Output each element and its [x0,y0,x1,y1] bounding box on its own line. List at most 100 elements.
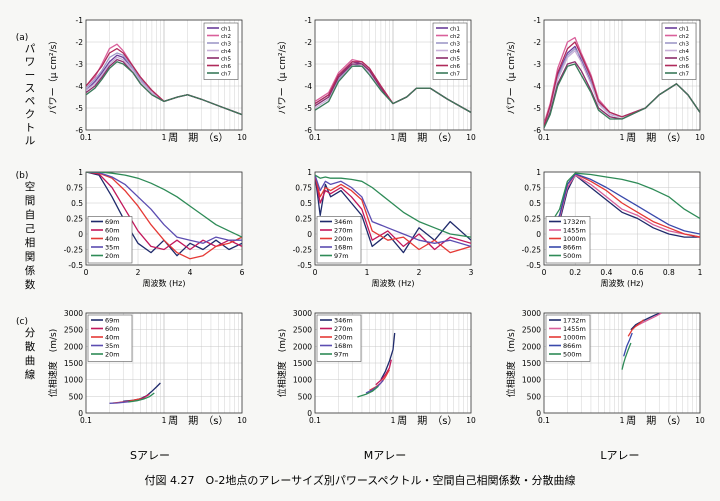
y-tick-label: 2000 [64,342,83,351]
y-tick-label: -6 [305,126,313,135]
plot-frame [85,19,243,131]
legend-label-20m: 20m [105,252,120,260]
legend-label-168m: 168m [334,244,353,252]
row-label-char: ー [25,69,36,81]
series-line-1732m [630,313,662,331]
x-tick-label: 0.4 [600,268,612,277]
y-tick-label: -0.5 [526,261,541,270]
x-tick-label: 10 [237,133,247,142]
legend-label-97m: 97m [334,351,349,359]
series-line-270m [315,174,471,251]
series-line-168m [365,379,384,394]
row-label-char: 散 [25,340,36,353]
y-tick-label: -2 [305,38,313,47]
chart-c3: 0 500 1000 1500 2000 2500 3000 0.1 1 10 周 期 （s） 位相速… [505,309,705,427]
y-axis-label: 位相速度 (m/s) [505,329,517,398]
y-tick-label: 0.25 [524,215,541,224]
x-tick-label: 1 [162,416,167,425]
row-label-char: 間 [25,195,36,207]
row-mark: (b) [16,171,29,181]
legend-label-1732m: 1732m [563,317,586,325]
series-group [551,172,700,238]
row-label-char: ル [25,135,36,147]
y-tick-label: 2500 [522,326,541,335]
y-tick-label: 2500 [293,326,312,335]
legend-label-270m: 270m [334,227,353,235]
y-tick-label: -4 [305,82,313,91]
y-tick-label: 0.25 [295,215,312,224]
legend-label-40m: 40m [105,334,120,342]
x-tick-label: 1 [698,268,703,277]
row-label-2: (c)分散曲線 [16,317,36,381]
x-tick-label: 10 [695,416,705,425]
legend-label-ch2: ch2 [450,34,460,40]
y-tick-label: 0 [78,409,83,418]
chart-c2: 0 500 1000 1500 2000 2500 3000 0.1 1 10 周 期 （s） 位相速… [276,309,476,427]
legend-label-35m: 35m [105,342,120,350]
y-tick-label: 2500 [64,326,83,335]
y-tick-label: 3000 [64,309,83,318]
legend-label-1732m: 1732m [563,218,586,226]
legend-label-346m: 346m [334,218,353,226]
series-line-346m [315,175,471,254]
y-tick-label: 0.5 [529,199,541,208]
y-tick-label: -6 [76,126,84,135]
y-axis-label: 位相速度 (m/s) [47,329,59,398]
series-group [109,382,161,404]
legend-label-35m: 35m [105,244,120,252]
y-axis-label: 位相速度 (m/s) [276,329,288,398]
legend-label-60m: 60m [105,227,120,235]
plot-frame [314,312,472,414]
chart-c1: 0 500 1000 1500 2000 2500 3000 0.1 1 10 周 期 （s） 位相速… [47,309,247,427]
y-tick-label: -5 [305,104,313,113]
legend-label-270m: 270m [334,325,353,333]
y-tick-label: 1500 [64,359,83,368]
legend-label-ch1: ch1 [679,27,689,33]
legend-label-ch3: ch3 [450,42,461,48]
row-label-char: 己 [25,223,36,235]
x-axis-label: 周 期 （s） [397,415,457,427]
legend-label-1455m: 1455m [563,227,586,235]
y-tick-label: -0.25 [522,246,542,255]
y-tick-label: 1500 [293,359,312,368]
x-tick-label: 0.1 [538,416,550,425]
x-tick-label: 1 [620,416,625,425]
legend-label-ch7: ch7 [450,72,461,78]
column-label-1: Mアレー [364,449,407,462]
y-tick-label: 0 [536,230,541,239]
series-line-866m [623,332,633,357]
legend-label-97m: 97m [334,252,349,260]
x-tick-label: 4 [188,268,193,277]
y-tick-label: 0 [307,230,312,239]
series-line-866m [551,173,700,235]
y-tick-label: 1000 [522,376,541,385]
y-tick-label: -0.5 [297,261,312,270]
row-mark: (c) [16,317,28,327]
y-axis-label: パワー（μ cm²/s） [506,36,517,115]
y-tick-label: -1 [534,16,542,25]
y-tick-label: 0.5 [300,199,312,208]
plot-frame [543,19,701,131]
legend-label-ch7: ch7 [221,72,232,78]
chart-a1: -6 -5 -4 -3 -2 -1 0.1 1 10 周 期 （s） パワー（μ cm²/s） ch1… [48,16,247,144]
y-tick-label: -4 [76,82,84,91]
x-axis-label: 周 期 （s） [626,132,686,144]
row-label-1: (b)空間自己相関係数 [16,171,36,291]
row-label-0: (a)パワースペクトル [16,33,36,147]
legend-label-200m: 200m [334,334,353,342]
y-tick-label: 2000 [522,342,541,351]
y-tick-label: 1000 [64,376,83,385]
legend-label-500m: 500m [563,351,582,359]
y-tick-label: -0.25 [64,246,84,255]
legend-label-ch1: ch1 [221,27,231,33]
legend-label-ch2: ch2 [679,34,689,40]
row-mark: (a) [16,33,29,43]
row-label-char: ク [25,109,36,121]
y-axis-label: パワー（μ cm²/s） [277,36,288,115]
series-line-35m [86,172,242,244]
